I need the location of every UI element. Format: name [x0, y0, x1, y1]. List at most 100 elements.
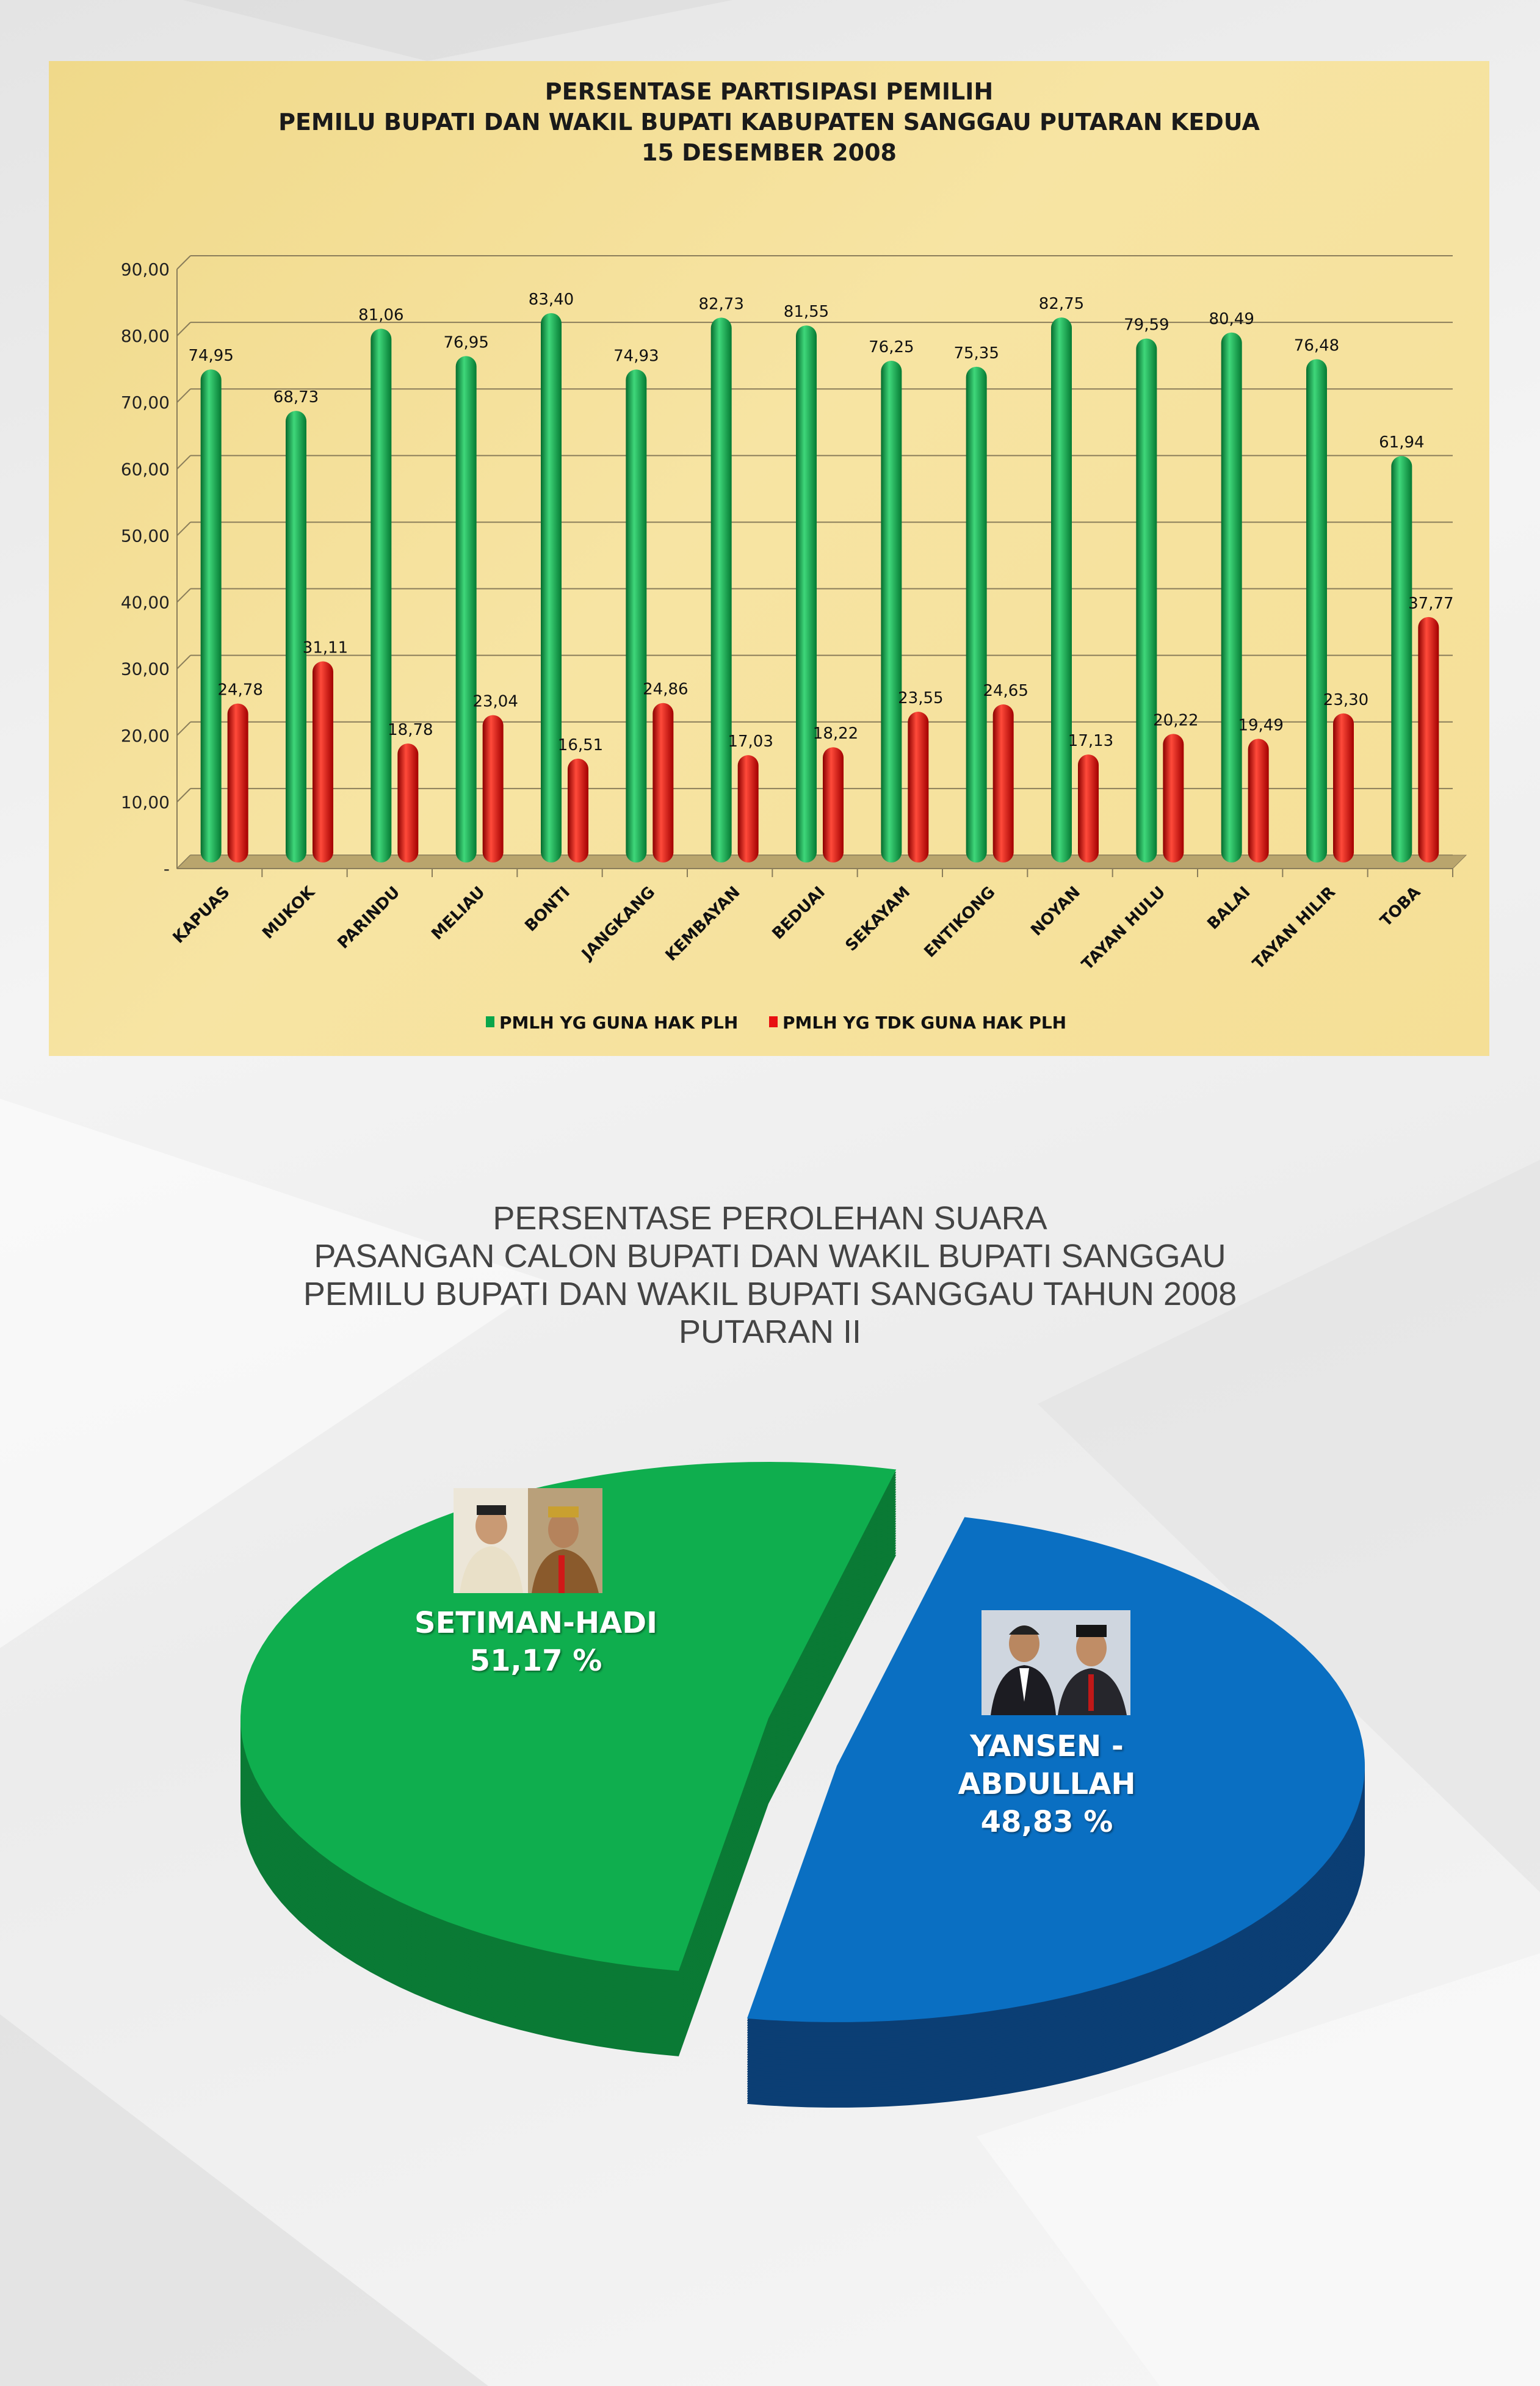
y-tick-label: 40,00: [121, 593, 170, 613]
bar-tidak-guna-tayan-hulu: [1163, 734, 1184, 862]
bar-tidak-guna-toba: [1418, 616, 1439, 862]
bar-guna-kapuas: [200, 369, 222, 862]
pie-chart-svg: [240, 1462, 1365, 2108]
bar-guna-mukok: [286, 411, 306, 862]
data-label: 16,51: [558, 736, 603, 754]
bar-chart-svg: - 10,00 20,00 30,00 40,00 50,00 60,00 70,00 80,0…: [121, 255, 1467, 1033]
pie-title-line: PASANGAN CALON BUPATI DAN WAKIL BUPATI S…: [314, 1238, 1226, 1274]
bar-tidak-guna-kapuas: [227, 703, 248, 862]
bar-guna-beduai: [796, 325, 817, 862]
data-label: 17,03: [728, 732, 773, 751]
data-label: 80,49: [1209, 310, 1254, 328]
y-tick-label: 20,00: [121, 726, 170, 746]
x-category-label: PARINDU: [334, 883, 403, 953]
y-tick-label: -: [164, 859, 170, 879]
bar-tidak-guna-beduai: [823, 747, 844, 862]
legend-label-tidak-guna: PMLH YG TDK GUNA HAK PLH: [783, 1013, 1066, 1033]
bar-guna-tayan-hulu: [1136, 338, 1157, 862]
chart-subtitle: PEMILU BUPATI DAN WAKIL BUPATI KABUPATEN…: [278, 109, 1260, 136]
data-label: 82,73: [698, 295, 743, 313]
gridline-side: [176, 788, 191, 803]
slice-top: [747, 1517, 1365, 2022]
y-tick-label: 30,00: [121, 659, 170, 679]
bar-tidak-guna-tayan-hilir: [1333, 713, 1354, 862]
data-label: 31,11: [303, 639, 348, 657]
x-category-label: BONTI: [521, 883, 574, 936]
data-label: 19,49: [1238, 716, 1283, 734]
candidate-photo-setiman-hadi: [454, 1488, 602, 1593]
gridline-side: [176, 388, 191, 403]
slice-value: 51,17 %: [469, 1644, 602, 1678]
data-label: 24,86: [643, 681, 688, 699]
pie-slice-yansen-abdullah: [747, 1517, 1365, 2108]
bar-tidak-guna-jangkang: [653, 703, 674, 862]
gridline-side: [176, 255, 191, 270]
bar-guna-toba: [1391, 456, 1412, 862]
legend-label-guna: PMLH YG GUNA HAK PLH: [499, 1013, 738, 1033]
bar-guna-parindu: [371, 328, 392, 862]
x-category-label: MUKOK: [259, 883, 319, 942]
bar-guna-sekayam: [881, 361, 902, 862]
x-category-label: KAPUAS: [170, 883, 234, 947]
data-label: 23,30: [1323, 691, 1368, 709]
legend-swatch-tidak-guna: [769, 1016, 778, 1027]
x-category-label: ENTIKONG: [921, 883, 999, 961]
data-label: 37,77: [1408, 595, 1453, 613]
slice-value: 48,83 %: [980, 1805, 1113, 1839]
slice-label-yansen-abdullah: YANSEN - ABDULLAH 48,83 %: [958, 1727, 1135, 1841]
data-label: 20,22: [1153, 711, 1198, 729]
x-category-label: NOYAN: [1027, 883, 1084, 940]
data-label: 79,59: [1124, 316, 1169, 334]
data-label: 61,94: [1379, 433, 1424, 452]
bar-guna-tayan-hilir: [1306, 359, 1327, 862]
data-label: 83,40: [529, 291, 574, 309]
bar-tidak-guna-noyan: [1078, 754, 1099, 862]
bar-guna-balai: [1221, 332, 1242, 862]
pie-title-line: PUTARAN II: [678, 1314, 862, 1350]
bar-tidak-guna-balai: [1248, 739, 1269, 862]
data-label: 76,48: [1294, 337, 1339, 355]
candidate-photo-yansen-abdullah: [981, 1610, 1130, 1715]
x-category-label: BEDUAI: [768, 883, 828, 943]
pie-title: PERSENTASE PEROLEHAN SUARA PASANGAN CALO…: [0, 1199, 1540, 1351]
data-label: 18,78: [388, 721, 433, 739]
slice-top: [240, 1462, 897, 1971]
data-label: 81,06: [358, 306, 403, 325]
data-label: 76,95: [443, 333, 488, 352]
bar-guna-jangkang: [626, 369, 647, 862]
x-category-label: TAYAN HULU: [1079, 883, 1169, 974]
x-category-label: JANGKANG: [577, 883, 659, 964]
data-label: 23,55: [898, 689, 943, 707]
gridline-side: [176, 322, 191, 336]
slice-label-setiman-hadi: SETIMAN-HADI 51,17 %: [414, 1604, 657, 1680]
x-category-label: MELIAU: [428, 883, 488, 944]
data-label: 74,95: [188, 347, 233, 365]
data-label: 18,22: [813, 725, 858, 743]
gridline-side: [176, 654, 191, 670]
bar-tidak-guna-sekayam: [908, 712, 929, 862]
data-label: 74,93: [613, 347, 659, 365]
bar-tidak-guna-meliau: [482, 715, 504, 862]
data-label: 75,35: [953, 344, 999, 363]
bar-guna-noyan: [1051, 317, 1072, 862]
bar-tidak-guna-kembayan: [737, 755, 759, 862]
data-label: 17,13: [1068, 732, 1113, 750]
gridline-side: [176, 521, 191, 537]
y-tick-label: 50,00: [121, 526, 170, 546]
y-tick-label: 80,00: [121, 326, 170, 346]
participation-chart: PERSENTASE PARTISIPASI PEMILIH PEMILU BU…: [49, 61, 1489, 1056]
data-label: 23,04: [472, 693, 518, 711]
y-tick-label: 10,00: [121, 792, 170, 812]
data-label: 82,75: [1039, 295, 1084, 313]
data-label: 81,55: [784, 303, 829, 321]
bar-guna-entikong: [966, 366, 987, 862]
chart-floor: [176, 855, 1467, 869]
bar-tidak-guna-mukok: [313, 661, 333, 862]
bar-tidak-guna-entikong: [992, 704, 1014, 862]
gridline-side: [176, 455, 191, 470]
x-category-label: TOBA: [1377, 883, 1425, 931]
chart-date: 15 DESEMBER 2008: [642, 139, 897, 166]
slice-name: SETIMAN-HADI: [414, 1606, 657, 1640]
slice-name: YANSEN -: [970, 1729, 1124, 1763]
